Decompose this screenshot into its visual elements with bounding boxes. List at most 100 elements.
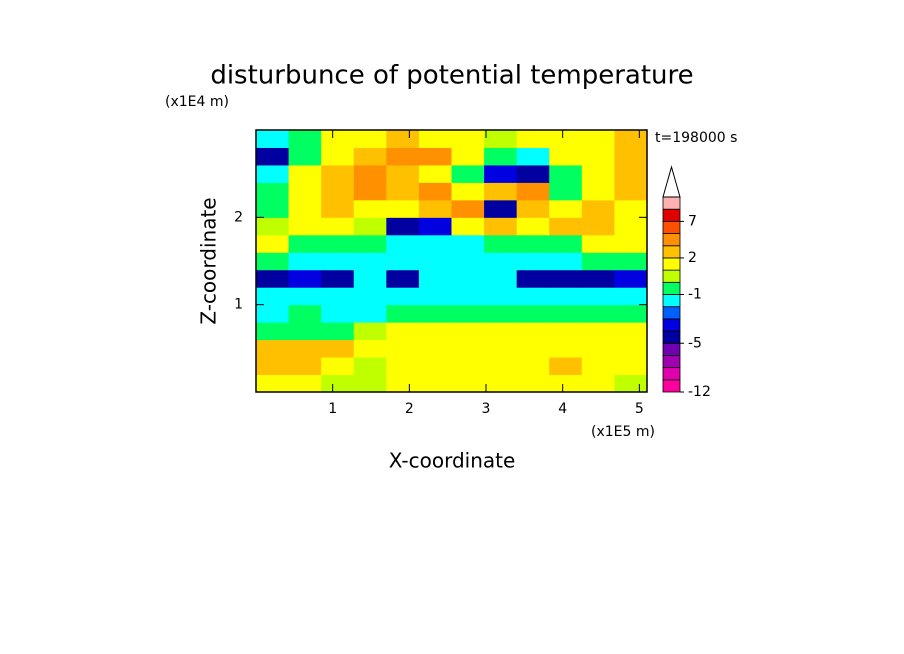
contour-cell xyxy=(418,339,452,358)
contour-cell xyxy=(614,130,648,148)
contour-cell xyxy=(516,182,550,201)
contour-cell xyxy=(418,287,452,306)
contour-cell xyxy=(321,322,355,341)
x-axis-label: X-coordinate xyxy=(389,449,516,473)
contour-cell xyxy=(353,164,387,183)
contour-cell xyxy=(451,269,485,288)
contour-cell xyxy=(418,304,452,323)
contour-cell xyxy=(581,374,615,393)
colorbar-segment xyxy=(662,318,681,332)
contour-cell xyxy=(549,287,583,306)
contour-cell xyxy=(451,130,485,148)
contour-cell xyxy=(288,287,322,306)
contour-cell xyxy=(256,147,290,166)
contour-cell xyxy=(321,199,355,218)
contour-cell xyxy=(418,130,452,148)
x-tick-label: 2 xyxy=(405,401,414,417)
contour-cell xyxy=(581,182,615,201)
contour-cell xyxy=(581,322,615,341)
contour-cell xyxy=(516,147,550,166)
contour-cell xyxy=(386,164,420,183)
contour-cell xyxy=(614,199,648,218)
contour-cell xyxy=(516,164,550,183)
contour-cell xyxy=(549,339,583,358)
contour-cell xyxy=(516,322,550,341)
contour-cell xyxy=(386,147,420,166)
colorbar-tick-label: 2 xyxy=(688,250,697,266)
contour-cell xyxy=(451,252,485,271)
contour-cell xyxy=(549,252,583,271)
colorbar-tick-label: -1 xyxy=(688,287,702,303)
contour-cell xyxy=(549,322,583,341)
contour-cell xyxy=(451,234,485,253)
contour-cell xyxy=(516,304,550,323)
contour-cell xyxy=(256,339,290,358)
colorbar-segment xyxy=(662,257,681,271)
contour-cell xyxy=(484,357,518,376)
contour-cell xyxy=(386,234,420,253)
colorbar-segment xyxy=(662,220,681,234)
contour-cell xyxy=(614,287,648,306)
contour-cell xyxy=(386,199,420,218)
colorbar-segment xyxy=(662,269,681,283)
contour-cell xyxy=(614,374,648,393)
y-unit: (x1E4 m) xyxy=(165,94,229,110)
contour-cell xyxy=(418,147,452,166)
contour-cell xyxy=(418,269,452,288)
contour-cell xyxy=(581,304,615,323)
contour-cell xyxy=(549,164,583,183)
contour-cell xyxy=(418,322,452,341)
contour-cell xyxy=(516,339,550,358)
contour-cell xyxy=(353,304,387,323)
contour-cell xyxy=(516,217,550,236)
contour-cell xyxy=(418,357,452,376)
contour-cell xyxy=(581,199,615,218)
contour-cell xyxy=(288,217,322,236)
contour-cell xyxy=(484,130,518,148)
contour-cell xyxy=(321,252,355,271)
contour-cell xyxy=(581,287,615,306)
contour-cell xyxy=(614,182,648,201)
contour-cell xyxy=(516,357,550,376)
contour-cell xyxy=(321,217,355,236)
contour-cell xyxy=(484,339,518,358)
contour-cell xyxy=(288,130,322,148)
chart-title: disturbunce of potential temperature xyxy=(210,61,693,91)
contour-cell xyxy=(288,339,322,358)
contour-field xyxy=(256,130,648,393)
contour-cell xyxy=(386,269,420,288)
x-tick-label: 1 xyxy=(328,401,337,417)
contour-cell xyxy=(484,164,518,183)
contour-cell xyxy=(614,269,648,288)
contour-cell xyxy=(484,234,518,253)
contour-cell xyxy=(418,199,452,218)
contour-cell xyxy=(321,374,355,393)
contour-cell xyxy=(484,374,518,393)
contour-cell xyxy=(451,304,485,323)
contour-cell xyxy=(451,339,485,358)
contour-cell xyxy=(288,374,322,393)
contour-cell xyxy=(256,322,290,341)
contour-cell xyxy=(386,357,420,376)
contour-cell xyxy=(353,182,387,201)
contour-cell xyxy=(614,164,648,183)
contour-cell xyxy=(386,252,420,271)
contour-cell xyxy=(516,130,550,148)
y-tick-label: 1 xyxy=(234,297,243,313)
contour-cell xyxy=(549,217,583,236)
contour-cell xyxy=(288,147,322,166)
contour-cell xyxy=(451,147,485,166)
colorbar-segment xyxy=(662,330,681,344)
colorbar-segment xyxy=(662,367,681,381)
contour-cell xyxy=(516,234,550,253)
contour-cell xyxy=(288,322,322,341)
contour-cell xyxy=(321,147,355,166)
contour-cell xyxy=(451,322,485,341)
contour-cell xyxy=(418,234,452,253)
contour-cell xyxy=(516,269,550,288)
contour-cell xyxy=(288,164,322,183)
contour-cell xyxy=(516,374,550,393)
contour-cell xyxy=(451,182,485,201)
contour-cell xyxy=(353,357,387,376)
